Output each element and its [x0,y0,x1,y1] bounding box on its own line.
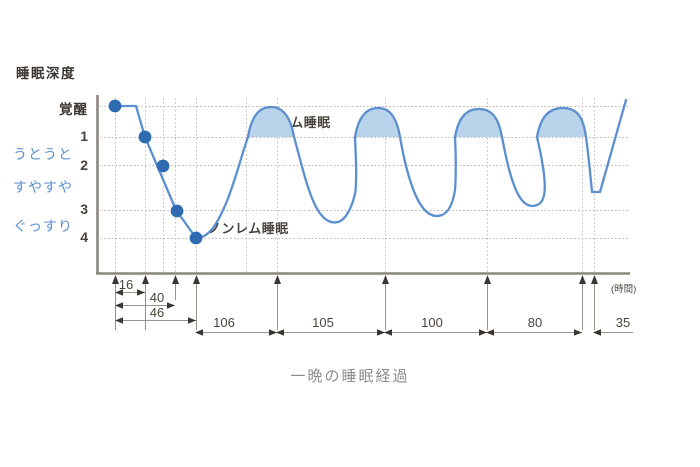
duration-value-100: 100 [421,315,443,330]
rem-shaded-regions [248,107,586,137]
figure-caption: 一晩の睡眠経過 [290,368,410,385]
duration-value-80: 80 [527,315,543,330]
duration-value-16: 16 [118,277,134,292]
marker-point-awake [108,99,122,113]
y-tick-label-1: 1 [80,128,88,144]
state-label-deep-sleep: ぐっすり [13,218,73,234]
y-tick-label-2: 2 [80,157,88,173]
y-tick-label-4: 4 [80,229,88,245]
sleep-onset-markers [108,99,203,245]
x-axis-unit-label: (時間) [611,284,637,295]
marker-point-3 [170,204,184,218]
duration-value-106: 106 [213,315,235,330]
marker-point-2 [156,159,170,173]
state-label-drowsy: うとうと [13,146,73,162]
y-tick-label-3: 3 [80,201,88,217]
annotation-non-rem-sleep: ノンレム睡眠 [208,221,289,236]
y-tick-label-awake: 覚醒 [59,102,88,117]
horizontal-gridlines [97,106,630,239]
axis-tick-arrows [112,275,598,284]
marker-point-4 [189,231,203,245]
y-axis-title: 睡眠深度 [16,66,76,81]
marker-point-1 [138,130,152,144]
duration-value-40: 40 [149,290,165,305]
sleep-depth-curve [113,98,628,240]
duration-value-105: 105 [312,315,334,330]
dimension-measure-bars [115,289,633,336]
state-label-light-sleep: すやすや [13,179,73,195]
duration-value-35: 35 [615,315,631,330]
dimension-leader-lines [115,276,595,330]
duration-value-46: 46 [149,305,165,320]
